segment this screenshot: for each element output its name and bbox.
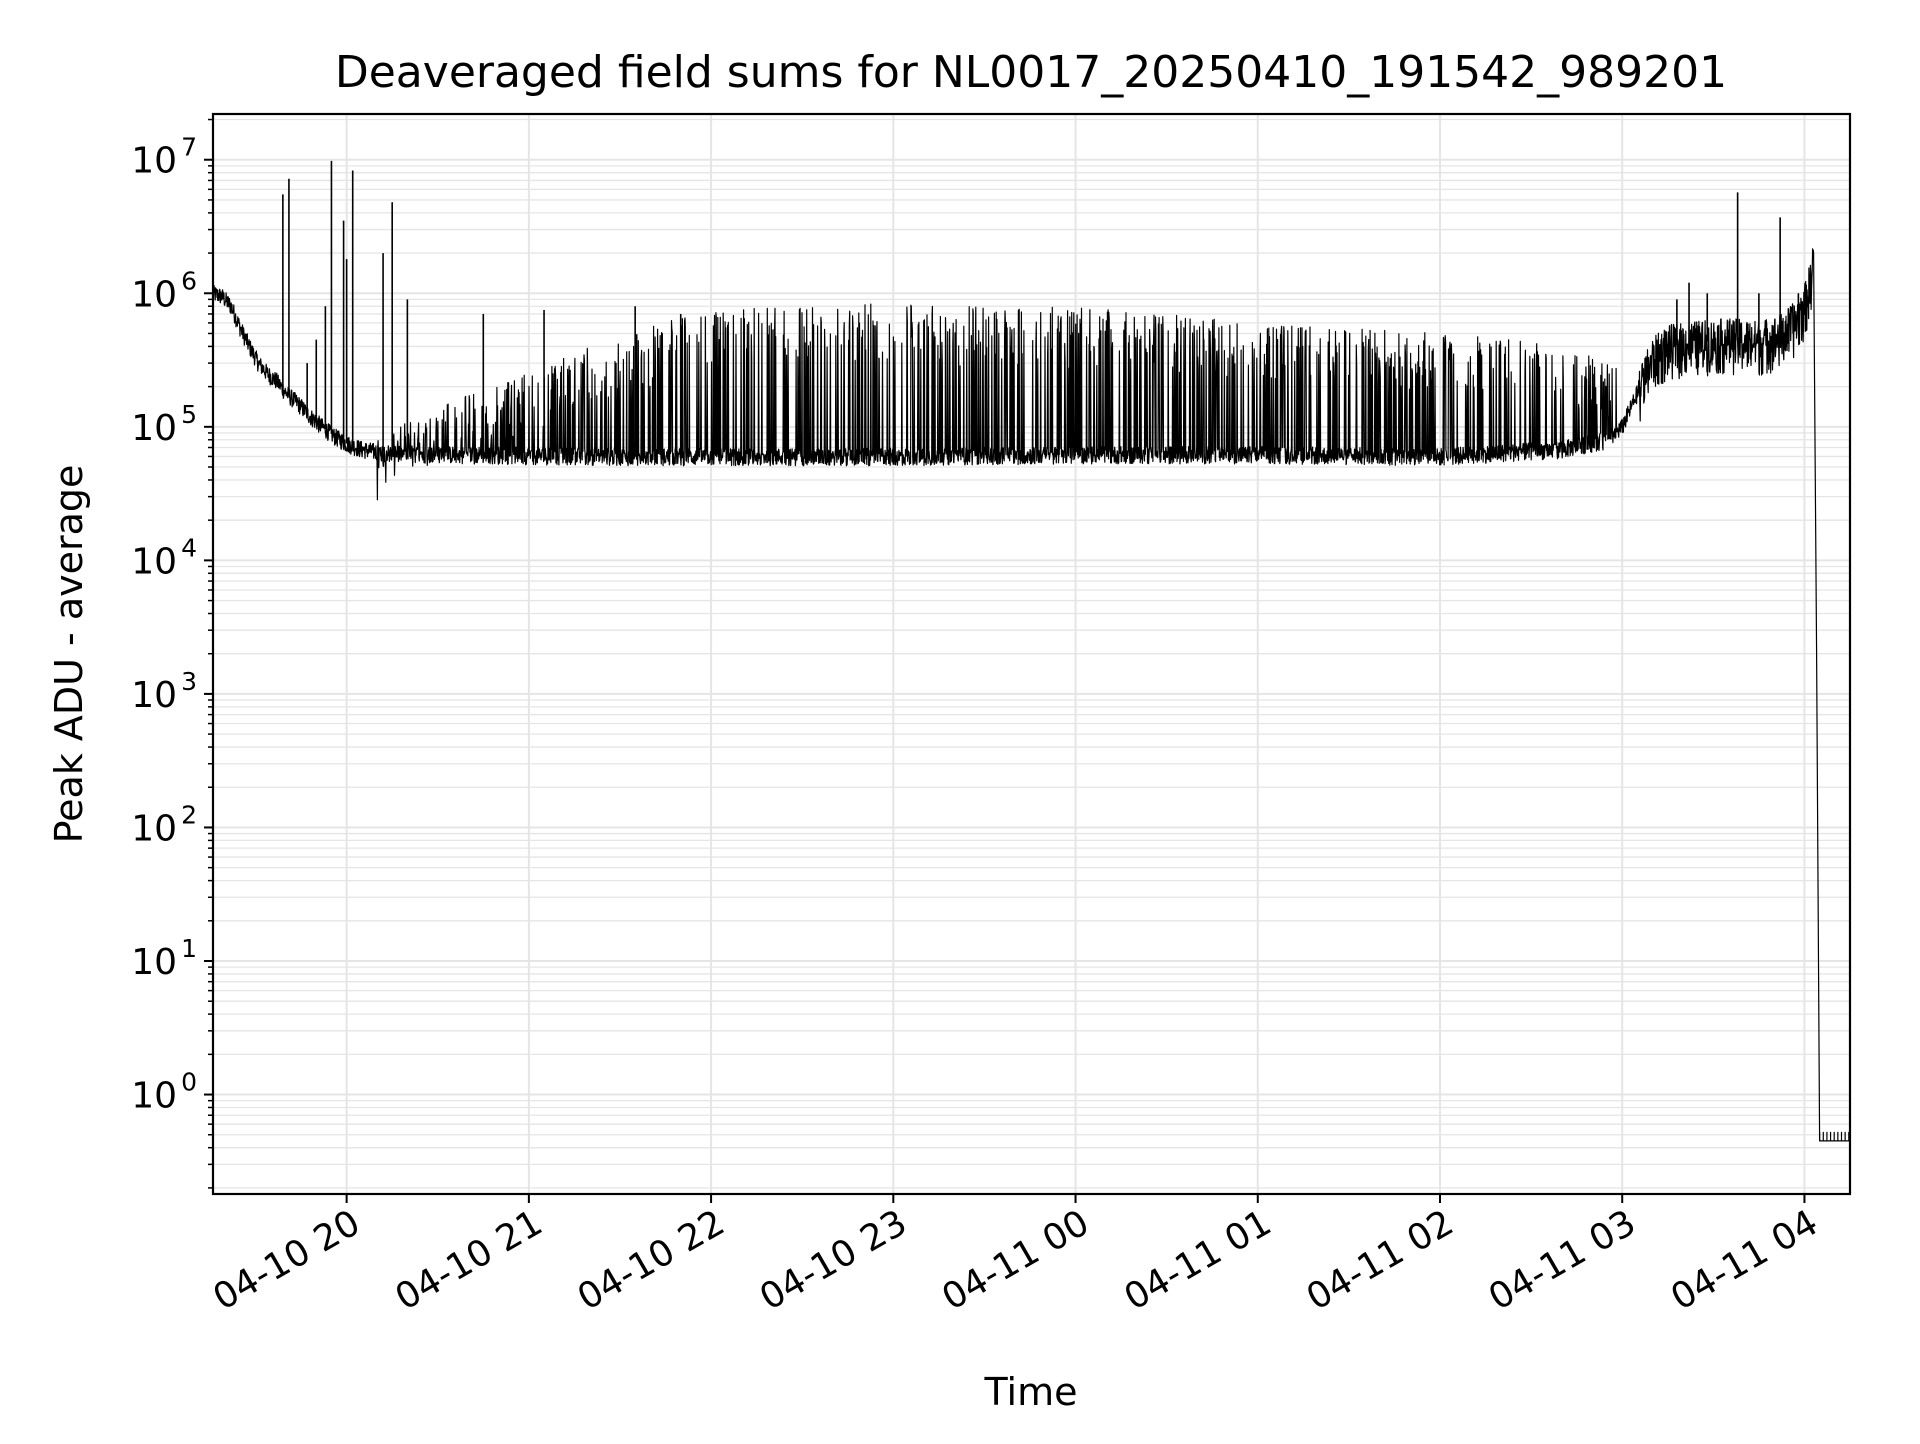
y-tick-exponent: 5	[181, 400, 197, 429]
chart-title: Deaveraged field sums for NL0017_2025041…	[335, 47, 1727, 98]
y-tick-exponent: 3	[181, 667, 197, 696]
series-line	[212, 248, 1850, 1142]
y-axis-label: Peak ADU - average	[47, 465, 91, 844]
y-tick-exponent: 6	[181, 266, 197, 295]
y-tick-exponent: 7	[181, 133, 197, 162]
x-axis-label: Time	[984, 1370, 1078, 1414]
grid-lines	[213, 114, 1850, 1194]
y-tick-exponent: 1	[181, 934, 197, 963]
y-tick-exponent: 4	[181, 533, 197, 562]
y-tick-exponent: 0	[181, 1068, 197, 1097]
series-layer	[212, 160, 1850, 1142]
y-tick-label: 10 5	[131, 400, 197, 449]
y-tick-exponent: 2	[181, 800, 197, 829]
